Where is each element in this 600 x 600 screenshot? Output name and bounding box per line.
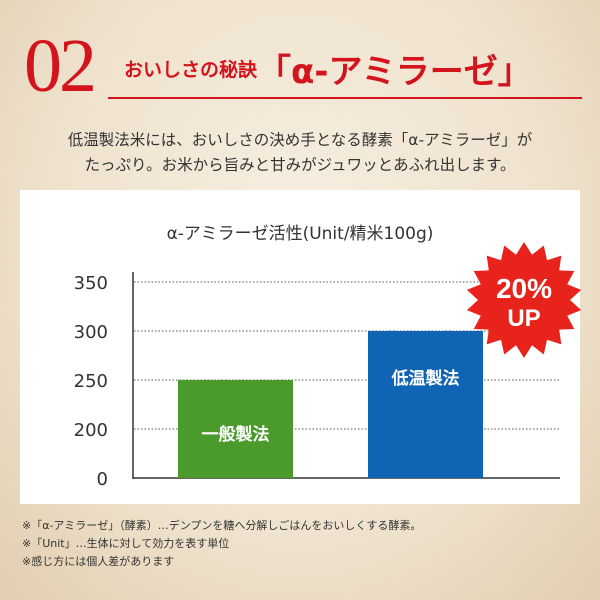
heading-subtitle: おいしさの秘訣 [124,59,258,81]
chart-panel [20,190,580,504]
chart-title: α-アミラーゼ活性(Unit/精米100g) [167,224,434,244]
badge-percent: 20% [496,273,552,304]
y-tick-label: 300 [74,322,108,343]
y-tick-label: 350 [74,273,108,294]
bar [178,380,293,478]
y-tick-label: 250 [74,371,108,392]
intro-line: たっぷり。お米から旨みと甘みがジュワッとあふれ出します。 [84,156,516,174]
bar-label: 一般製法 [202,424,270,445]
footnote: ※「α-アミラーゼ」（酵素）…デンプンを糖へ分解しごはんをおいしくする酵素。 [22,519,422,532]
bar [368,331,483,478]
intro-text: 低温製法米には、おいしさの決め手となる酵素「α-アミラーゼ」が たっぷり。お米か… [0,128,600,178]
y-tick-label: 0 [97,469,108,490]
intro-line: 低温製法米には、おいしさの決め手となる酵素「α-アミラーゼ」が [67,131,533,149]
bar-label: 低温製法 [391,368,460,389]
section-number: 02 [24,24,97,108]
heading-title: 「α-アミラーゼ」 [257,52,532,92]
section-heading: おいしさの秘訣「α-アミラーゼ」 [124,44,532,93]
heading-rule [108,97,582,99]
starburst-badge [466,242,582,358]
footnote: ※「Unit」…生体に対して効力を表す単位 [22,537,230,550]
footnotes: ※「α-アミラーゼ」（酵素）…デンプンを糖へ分解しごはんをおいしくする酵素。 ※… [22,517,421,571]
footnote: ※感じ方には個人差があります [22,555,175,568]
badge-label: UP [507,305,540,332]
y-tick-label: 200 [74,420,108,441]
